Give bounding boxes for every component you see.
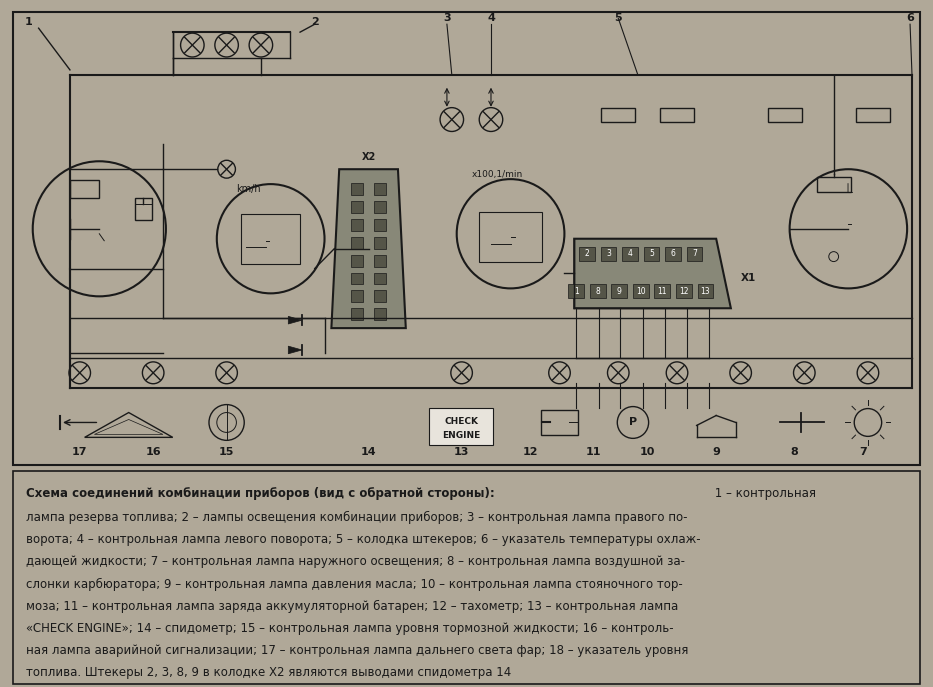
Bar — [374, 308, 386, 320]
Bar — [374, 273, 386, 284]
Bar — [351, 291, 363, 302]
Text: 6: 6 — [906, 13, 914, 23]
Bar — [351, 219, 363, 231]
Text: P: P — [629, 418, 637, 427]
Text: 8: 8 — [595, 287, 600, 296]
Bar — [816, 177, 851, 192]
Bar — [541, 409, 578, 436]
Text: 11: 11 — [658, 287, 667, 296]
Text: «CHECK ENGINE»; 14 – спидометр; 15 – контрольная лампа уровня тормозной жидкости: «CHECK ENGINE»; 14 – спидометр; 15 – кон… — [26, 622, 674, 635]
Bar — [351, 255, 363, 267]
Text: 1: 1 — [574, 287, 578, 296]
Text: 3: 3 — [443, 13, 451, 23]
Bar — [429, 407, 493, 445]
Text: 1: 1 — [25, 17, 33, 27]
Bar — [70, 180, 99, 198]
Bar — [601, 108, 635, 122]
Bar — [676, 284, 691, 298]
Text: 13: 13 — [701, 287, 710, 296]
Polygon shape — [288, 346, 302, 354]
Bar — [768, 108, 801, 122]
Text: 9: 9 — [712, 447, 720, 458]
Bar — [479, 212, 542, 262]
Text: 7: 7 — [692, 249, 697, 258]
Bar — [351, 308, 363, 320]
Text: дающей жидкости; 7 – контрольная лампа наружного освещения; 8 – контрольная ламп: дающей жидкости; 7 – контрольная лампа н… — [26, 555, 685, 568]
Bar — [351, 201, 363, 213]
Text: Схема соединений комбинации приборов (вид с обратной стороны):: Схема соединений комбинации приборов (ви… — [26, 487, 494, 500]
Bar — [374, 255, 386, 267]
Text: 17: 17 — [72, 447, 88, 458]
Bar — [601, 247, 617, 260]
Text: 16: 16 — [146, 447, 161, 458]
Bar — [351, 183, 363, 195]
Text: 15: 15 — [219, 447, 234, 458]
Bar — [579, 247, 594, 260]
Text: 12: 12 — [679, 287, 689, 296]
Polygon shape — [331, 169, 406, 328]
Text: ная лампа аварийной сигнализации; 17 – контрольная лампа дальнего света фар; 18 : ная лампа аварийной сигнализации; 17 – к… — [26, 644, 689, 657]
Bar — [660, 108, 694, 122]
Bar — [698, 284, 713, 298]
Text: моза; 11 – контрольная лампа заряда аккумуляторной батарен; 12 – тахометр; 13 – : моза; 11 – контрольная лампа заряда акку… — [26, 600, 678, 613]
Text: 3: 3 — [606, 249, 611, 258]
Text: 2: 2 — [311, 17, 318, 27]
Bar — [633, 284, 648, 298]
Bar — [351, 273, 363, 284]
Bar — [611, 284, 627, 298]
Polygon shape — [574, 238, 731, 308]
Text: 12: 12 — [522, 447, 538, 458]
Text: 2: 2 — [585, 249, 590, 258]
Text: 10: 10 — [640, 447, 655, 458]
Bar — [687, 247, 703, 260]
Bar — [374, 183, 386, 195]
Bar — [856, 108, 890, 122]
Polygon shape — [288, 316, 302, 324]
Bar — [590, 284, 606, 298]
Bar — [374, 291, 386, 302]
Text: 14: 14 — [361, 447, 376, 458]
Bar — [134, 198, 152, 220]
Text: 8: 8 — [790, 447, 799, 458]
Text: 4: 4 — [628, 249, 633, 258]
Bar — [568, 284, 584, 298]
Bar — [622, 247, 638, 260]
Text: 11: 11 — [586, 447, 602, 458]
Text: km/h: km/h — [236, 184, 261, 194]
Bar — [654, 284, 670, 298]
Text: 13: 13 — [454, 447, 469, 458]
Bar — [374, 219, 386, 231]
Text: лампа резерва топлива; 2 – лампы освещения комбинации приборов; 3 – контрольная : лампа резерва топлива; 2 – лампы освещен… — [26, 511, 688, 524]
Text: X1: X1 — [741, 273, 756, 284]
Bar — [374, 237, 386, 249]
Text: 5: 5 — [615, 13, 622, 23]
Text: ворота; 4 – контрольная лампа левого поворота; 5 – колодка штекеров; 6 – указате: ворота; 4 – контрольная лампа левого пов… — [26, 533, 701, 546]
Bar — [374, 201, 386, 213]
Text: X2: X2 — [361, 153, 376, 162]
Text: 6: 6 — [671, 249, 675, 258]
Bar — [242, 214, 300, 264]
Text: слонки карбюратора; 9 – контрольная лампа давления масла; 10 – контрольная лампа: слонки карбюратора; 9 – контрольная ламп… — [26, 577, 683, 591]
Text: ⊥: ⊥ — [842, 182, 855, 196]
Text: 5: 5 — [649, 249, 654, 258]
Text: 7: 7 — [859, 447, 867, 458]
Bar — [665, 247, 681, 260]
Bar — [351, 237, 363, 249]
Text: топлива. Штекеры 2, 3, 8, 9 в колодке Х2 являются выводами спидометра 14: топлива. Штекеры 2, 3, 8, 9 в колодке Х2… — [26, 666, 511, 679]
Text: ENGINE: ENGINE — [442, 431, 480, 440]
Text: 9: 9 — [617, 287, 621, 296]
Text: 4: 4 — [487, 13, 494, 23]
Text: CHECK: CHECK — [445, 417, 479, 426]
Bar — [644, 247, 660, 260]
Text: 1 – контрольная: 1 – контрольная — [711, 487, 816, 500]
Text: 10: 10 — [636, 287, 646, 296]
Text: x100,1/min: x100,1/min — [471, 170, 522, 179]
